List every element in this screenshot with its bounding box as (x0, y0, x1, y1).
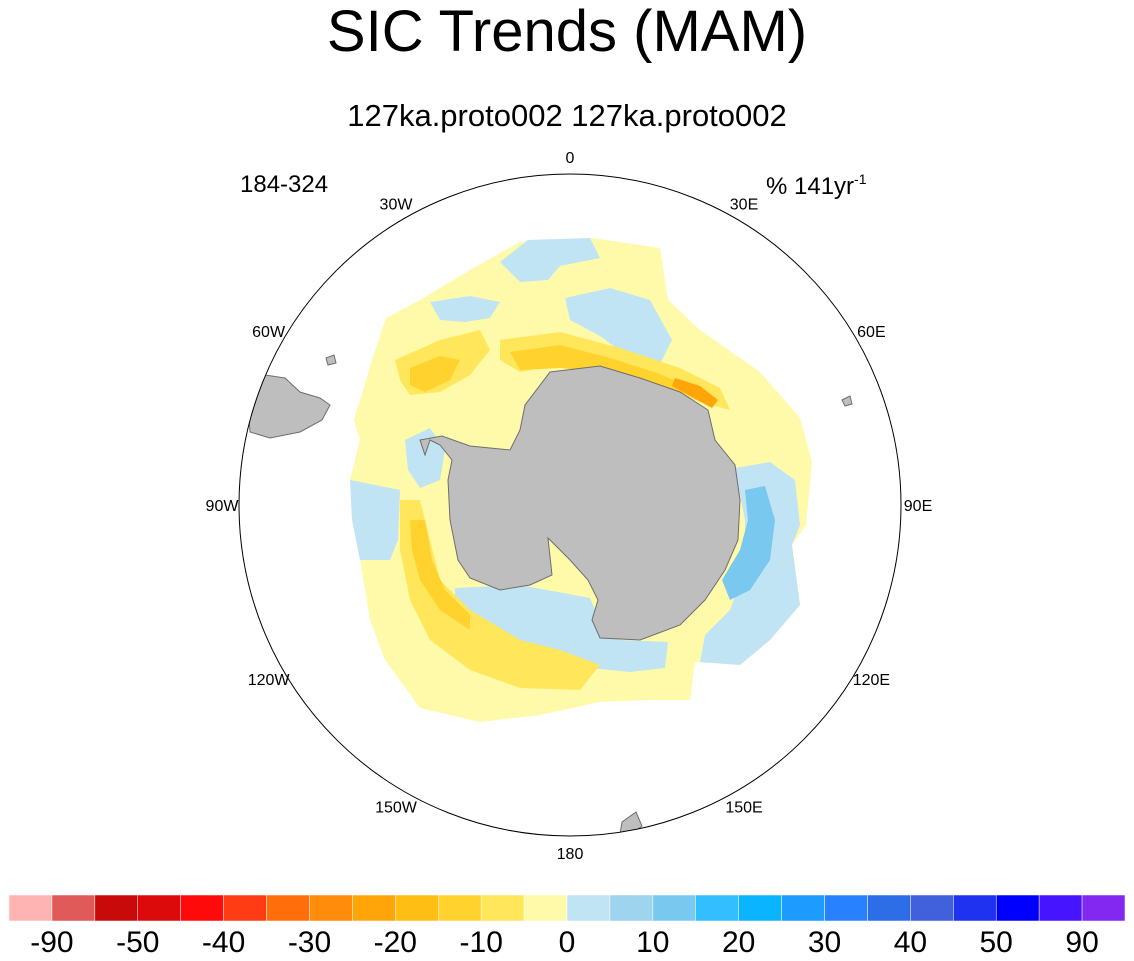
colorbar-box (51, 894, 96, 922)
trend-field-max-decrease (672, 378, 718, 408)
colorbar-tick-label: 40 (894, 926, 927, 959)
longitude-label: 0 (566, 150, 575, 167)
colorbar-box (738, 894, 782, 922)
colorbar-tick-label: -40 (202, 926, 245, 959)
colorbar: -90 -50 -40 -30 -20 -10 0 10 20 30 40 50 90 (8, 894, 1126, 959)
trend-field-positive-strong (722, 486, 775, 600)
colorbar-tick-label: 10 (636, 926, 669, 959)
units-superscript: -1 (854, 171, 867, 187)
map-subtitle: 127ka.proto002 127ka.proto002 (347, 98, 787, 133)
colorbar-box (995, 894, 1040, 922)
south-america-landmass (247, 374, 331, 439)
colorbar-tick-label: -90 (30, 926, 73, 959)
colorbar-box (266, 894, 310, 922)
longitude-label: 30W (380, 197, 414, 214)
colorbar-tick-label: 50 (980, 926, 1013, 959)
map-boundary (238, 173, 902, 837)
colorbar-box (395, 894, 439, 922)
colorbar-box (437, 894, 482, 922)
new-zealand-island (619, 811, 643, 836)
colorbar-labels: -90 -50 -40 -30 -20 -10 0 10 20 30 40 50 90 (30, 926, 1099, 959)
colorbar-boxes (8, 894, 1126, 922)
longitude-label: 60E (857, 324, 885, 341)
colorbar-box (695, 894, 739, 922)
colorbar-box (867, 894, 911, 922)
units-label: % 141yr-1 (766, 164, 867, 202)
antarctica-landmass (419, 365, 741, 641)
colorbar-tick-label: 90 (1065, 926, 1098, 959)
period-label: 184-324 (240, 171, 329, 198)
colorbar-box (352, 894, 396, 922)
colorbar-box (480, 894, 525, 922)
colorbar-box (309, 894, 353, 922)
colorbar-box (566, 894, 611, 922)
longitude-label: 90W (206, 498, 240, 515)
colorbar-tick-label: 20 (722, 926, 755, 959)
colorbar-tick-label: -50 (116, 926, 159, 959)
colorbar-tick-label: -10 (460, 926, 503, 959)
colorbar-box (824, 894, 868, 922)
colorbar-box (8, 894, 53, 922)
colorbar-box (781, 894, 825, 922)
colorbar-tick-label: 30 (808, 926, 841, 959)
longitude-label: 120W (248, 672, 291, 689)
longitude-label: 150W (375, 799, 418, 816)
colorbar-tick-label: -30 (288, 926, 331, 959)
colorbar-box (652, 894, 697, 922)
longitude-labels: 0 30E 60E 90E 120E 150E 180 150W 120W 90W 60W 30W (206, 150, 933, 863)
longitude-label: 180 (557, 846, 584, 863)
colorbar-box (953, 894, 997, 922)
colorbar-box (523, 894, 568, 922)
longitude-label: 60W (252, 324, 286, 341)
longitude-label: 120E (853, 672, 890, 689)
colorbar-box (180, 894, 224, 922)
colorbar-box (223, 894, 267, 922)
colorbar-box (94, 894, 139, 922)
colorbar-box (1081, 894, 1126, 922)
colorbar-box (910, 894, 954, 922)
longitude-label: 150E (725, 799, 762, 816)
longitude-label: 30E (730, 197, 758, 214)
polar-map: 0 30E 60E 90E 120E 150E 180 150W 120W 90W 60W 30W (206, 150, 933, 863)
colorbar-tick-label: 0 (559, 926, 576, 959)
colorbar-box (1038, 894, 1083, 922)
colorbar-box (609, 894, 654, 922)
map-title: SIC Trends (MAM) (326, 0, 808, 64)
colorbar-tick-label: -20 (374, 926, 417, 959)
colorbar-box (137, 894, 181, 922)
units-prefix: % 141yr (766, 173, 855, 200)
longitude-label: 90E (904, 498, 932, 515)
falkland-islands (325, 354, 337, 366)
kerguelen-island (841, 395, 853, 407)
